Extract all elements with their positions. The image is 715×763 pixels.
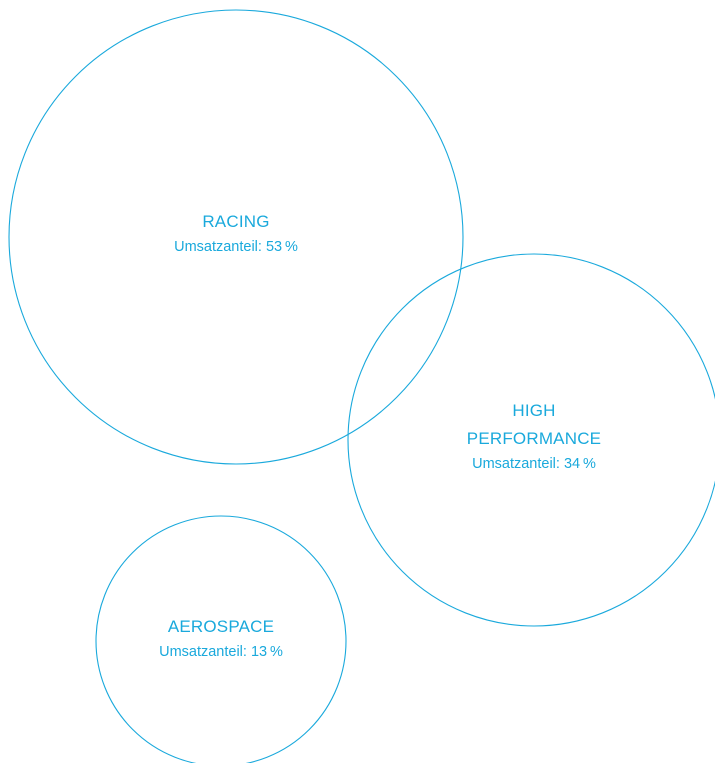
bubble-circle-high-performance: [347, 253, 715, 627]
bubble-value-racing: Umsatzanteil: 53 %: [174, 239, 298, 255]
bubble-racing: RACING Umsatzanteil: 53 %: [8, 9, 464, 465]
bubble-label-aerospace: AEROSPACE: [168, 617, 274, 636]
bubble-circle-aerospace: [95, 515, 347, 763]
bubble-value-aerospace: Umsatzanteil: 13 %: [159, 644, 283, 660]
bubble-label-high-performance-line-1: HIGH: [512, 401, 555, 420]
bubble-aerospace: AEROSPACE Umsatzanteil: 13 %: [95, 515, 347, 763]
bubble-high-performance: HIGH PERFORMANCE Umsatzanteil: 34 %: [347, 253, 715, 627]
bubble-value-high-performance: Umsatzanteil: 34 %: [472, 456, 596, 472]
bubble-label-racing: RACING: [202, 212, 269, 231]
bubble-circle-racing: [8, 9, 464, 465]
bubble-label-high-performance-line-2: PERFORMANCE: [467, 429, 601, 448]
